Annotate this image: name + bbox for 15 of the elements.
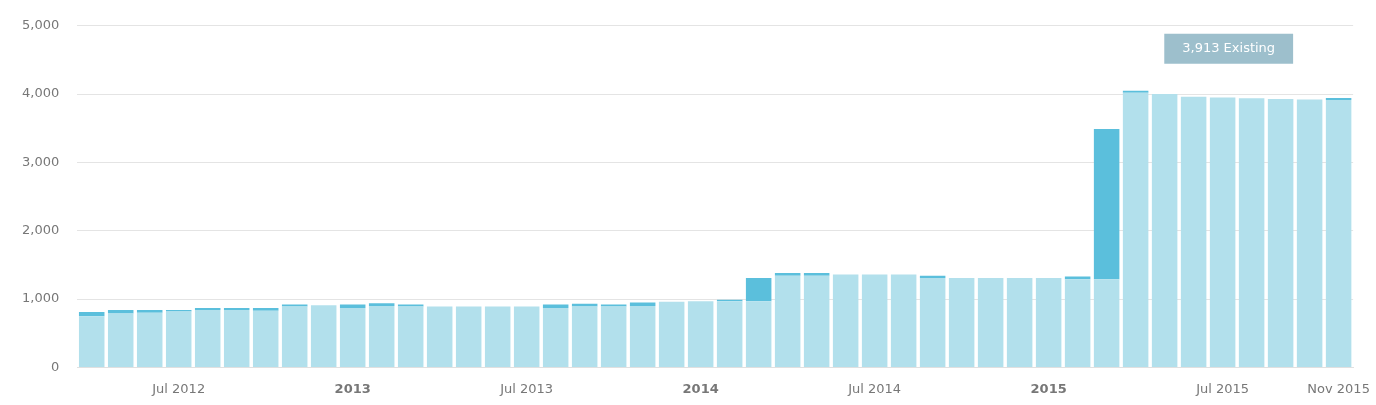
y-tick-label: 1,000 [22,290,60,306]
x-tick-label: 2013 [334,380,371,396]
x-tick-label: Nov 2015 [1307,380,1370,396]
y-tick-label: 4,000 [22,85,60,101]
y-tick-label: 2,000 [22,222,60,238]
x-tick-label: Jul 2013 [499,380,554,396]
x-tick-label: Jul 2012 [151,380,206,396]
y-tick-label: 3,000 [22,153,60,169]
x-tick-label: 2014 [682,380,719,396]
x-tick-label: 2015 [1030,380,1067,396]
y-tick-label: 0 [50,358,60,374]
y-tick-label: 5,000 [22,17,60,33]
x-tick-label: Jul 2014 [847,380,902,396]
annotation: 3,913 Existing [1182,40,1276,56]
x-tick-label: Jul 2015 [1195,380,1250,396]
